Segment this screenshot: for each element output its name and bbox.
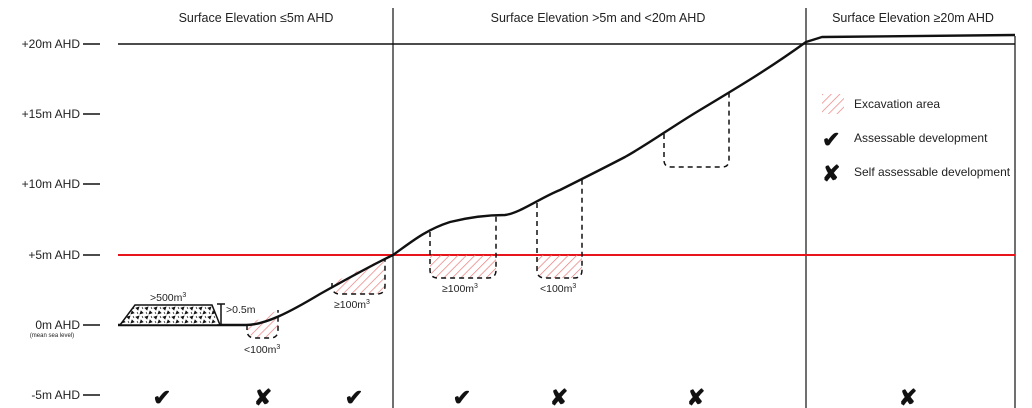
bottom-cross-icon-7: ✘ [899, 385, 917, 408]
legend-tick-icon: ✔ [822, 127, 840, 152]
excavation-label-1-sup: 3 [276, 344, 280, 351]
stockpile-height-label: >0.5m [226, 304, 256, 316]
axis-label-minus5: -5m AHD [31, 388, 80, 402]
header-right: Surface Elevation ≥20m AHD [832, 11, 994, 25]
legend-self-assessable-label: Self assessable development [854, 165, 1011, 179]
stockpile-volume-sup: 3 [182, 292, 186, 299]
bottom-tick-icon-1: ✔ [153, 385, 171, 408]
bottom-tick-icon-3: ✔ [345, 385, 363, 408]
bottom-cross-icon-2: ✘ [254, 385, 272, 408]
excavation-label-2-text: ≥100m [334, 299, 366, 311]
stockpile [118, 304, 222, 326]
axis-label-plus10: +10m AHD [22, 177, 81, 191]
axis-label-plus15: +15m AHD [22, 107, 81, 121]
excavation-outline-3 [429, 216, 497, 279]
excavation-label-2-sup: 3 [366, 299, 370, 306]
excavation-outline-4 [536, 180, 583, 279]
excavation-label-3-text: ≥100m [442, 283, 474, 295]
excavation-label-2: ≥100m3 [334, 299, 370, 311]
header-left: Surface Elevation ≤5m AHD [179, 11, 334, 25]
excavation-label-3-sup: 3 [474, 283, 478, 290]
legend-excavation-label: Excavation area [854, 97, 940, 111]
bottom-tick-icon-4: ✔ [453, 385, 471, 408]
ground-profile [118, 33, 1016, 327]
bottom-cross-icon-6: ✘ [687, 385, 705, 408]
excavation-area-4 [537, 255, 582, 278]
stockpile-volume-text: >500m [150, 292, 183, 304]
axis-label-zero-note: (mean sea level) [30, 333, 74, 339]
stockpile-volume-label: >500m3 [150, 292, 186, 304]
excavation-area-1 [247, 310, 278, 338]
excavation-label-4-text: <100m [540, 283, 573, 295]
excavation-label-1-text: <100m [244, 344, 277, 356]
legend-excavation-swatch [822, 94, 844, 114]
axis-label-zero: 0m AHD [35, 318, 80, 332]
legend-cross-icon: ✘ [822, 161, 840, 186]
bottom-cross-icon-5: ✘ [550, 385, 568, 408]
axis-label-plus5: +5m AHD [28, 248, 80, 262]
header-middle: Surface Elevation >5m and <20m AHD [491, 11, 706, 25]
excavation-label-4-sup: 3 [572, 283, 576, 290]
excavation-label-3: ≥100m3 [442, 283, 478, 295]
excavation-outline-5 [663, 92, 730, 168]
excavation-area-3 [430, 255, 496, 278]
legend-assessable-label: Assessable development [854, 131, 988, 145]
excavation-label-1: <100m3 [244, 344, 280, 356]
axis-label-plus20: +20m AHD [22, 37, 81, 51]
excavation-label-4: <100m3 [540, 283, 576, 295]
